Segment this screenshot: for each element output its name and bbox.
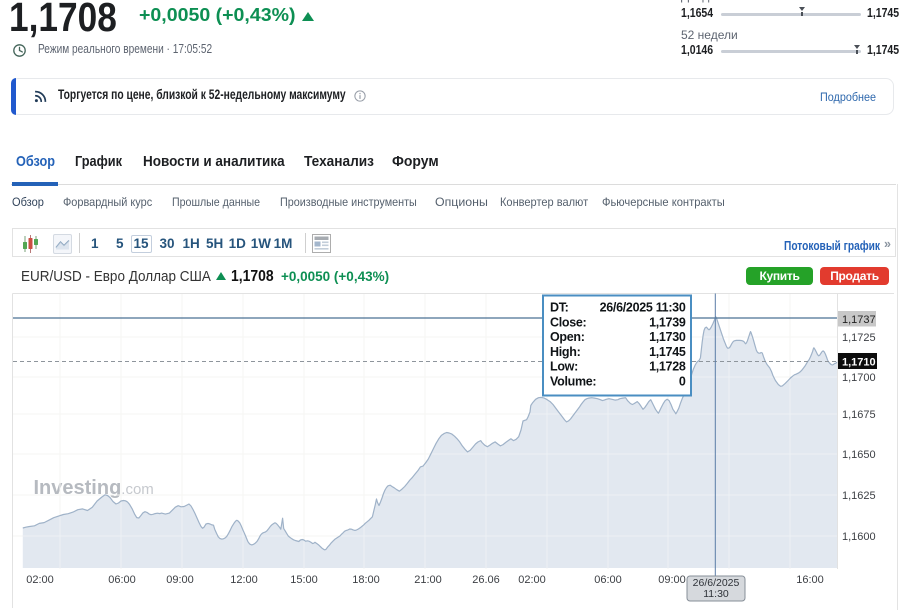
svg-text:21:00: 21:00 [414,574,442,586]
svg-text:DT:: DT: [550,301,569,315]
svg-text:26/6/2025 11:30: 26/6/2025 11:30 [600,301,686,315]
svg-text:02:00: 02:00 [518,574,546,586]
svg-text:1,1675: 1,1675 [842,409,876,421]
svg-text:1,1745: 1,1745 [649,345,686,359]
svg-text:09:00: 09:00 [658,574,686,586]
svg-text:1,1600: 1,1600 [842,531,876,543]
svg-text:Investing.com: Investing.com [34,477,154,499]
svg-text:Low:: Low: [550,360,578,374]
svg-text:26/6/2025: 26/6/2025 [693,577,740,589]
svg-text:1,1730: 1,1730 [649,330,686,344]
svg-text:02:00: 02:00 [26,574,54,586]
svg-text:26.06: 26.06 [472,574,500,586]
svg-text:1,1739: 1,1739 [649,315,686,329]
svg-text:1,1650: 1,1650 [842,449,876,461]
svg-text:1,1728: 1,1728 [649,360,686,374]
svg-text:0: 0 [679,375,686,389]
svg-text:06:00: 06:00 [108,574,136,586]
svg-text:11:30: 11:30 [703,588,729,600]
svg-text:Volume:: Volume: [550,375,596,389]
svg-text:15:00: 15:00 [290,574,318,586]
svg-text:16:00: 16:00 [796,574,824,586]
svg-text:1,1625: 1,1625 [842,490,876,502]
svg-text:09:00: 09:00 [166,574,194,586]
svg-text:12:00: 12:00 [230,574,258,586]
svg-text:18:00: 18:00 [352,574,380,586]
svg-text:Close:: Close: [550,315,586,329]
svg-text:1,1710: 1,1710 [842,357,876,369]
svg-text:High:: High: [550,345,580,359]
svg-text:1,1725: 1,1725 [842,332,876,344]
svg-text:Open:: Open: [550,330,585,344]
svg-text:1,1737: 1,1737 [842,314,876,326]
svg-text:06:00: 06:00 [594,574,622,586]
svg-text:1,1700: 1,1700 [842,372,876,384]
